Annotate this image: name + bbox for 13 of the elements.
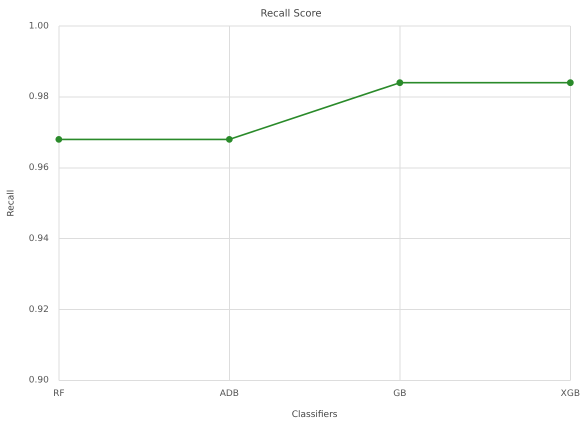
- y-tick-label: 0.96: [28, 163, 50, 174]
- y-axis-title: Recall: [6, 190, 17, 217]
- x-tick-label: GB: [393, 389, 406, 400]
- x-axis-title: Classifiers: [292, 410, 338, 420]
- y-tick-label: 0.90: [28, 376, 50, 386]
- y-tick-label: 1.00: [28, 21, 50, 32]
- x-tick-label: RF: [53, 389, 65, 400]
- chart-title: Recall Score: [260, 8, 322, 20]
- x-tick-label: XGB: [560, 389, 580, 400]
- x-tick-label: ADB: [220, 389, 239, 400]
- y-tick-label: 0.98: [28, 92, 50, 102]
- y-tick-label: 0.94: [28, 234, 50, 244]
- y-tick-label: 0.92: [28, 304, 49, 315]
